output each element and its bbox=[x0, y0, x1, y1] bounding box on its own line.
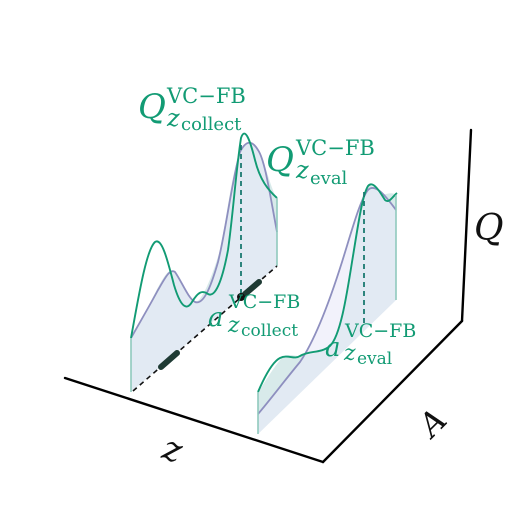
slice-eval bbox=[257, 183, 398, 434]
label-q-collect-subsub: collect bbox=[181, 114, 242, 135]
label-a-collect: a VC−FB z collect bbox=[208, 291, 300, 341]
label-a-eval-base: a bbox=[325, 333, 341, 363]
a-axis-line bbox=[321, 319, 464, 464]
label-q-collect: Q VC−FB z collect bbox=[138, 84, 246, 135]
slice-collect-purple-curve bbox=[130, 141, 278, 339]
slice-eval-green-curve bbox=[257, 183, 398, 393]
label-a-collect-sub: z bbox=[227, 313, 240, 338]
slice-collect-green-curve bbox=[130, 132, 278, 339]
label-q-collect-base: Q bbox=[138, 87, 166, 127]
label-q-eval: Q VC−FB z eval bbox=[266, 136, 375, 189]
label-a-collect-base: a bbox=[208, 303, 224, 333]
axes-frame bbox=[63, 128, 473, 464]
slice-collect-action-dot bbox=[237, 293, 245, 301]
z-axis-label: z bbox=[157, 428, 188, 472]
label-q-eval-subsub: eval bbox=[310, 168, 348, 189]
label-q-eval-sup: VC−FB bbox=[295, 136, 375, 160]
slice-collect-purple-area bbox=[131, 142, 277, 392]
label-q-collect-sub: z bbox=[166, 104, 180, 132]
label-a-eval-sup: VC−FB bbox=[344, 320, 416, 342]
slice-collect-action-marker-2 bbox=[242, 279, 262, 297]
label-a-collect-subsub: collect bbox=[241, 321, 298, 341]
z-axis-line bbox=[63, 376, 325, 464]
slice-collect bbox=[130, 132, 278, 392]
slice-eval-purple-curve bbox=[257, 187, 397, 415]
label-q-collect-sup: VC−FB bbox=[166, 84, 246, 108]
label-a-eval-sub: z bbox=[343, 341, 356, 366]
label-a-collect-sup: VC−FB bbox=[228, 291, 300, 313]
slice-collect-baseline bbox=[132, 265, 278, 392]
label-q-eval-sub: z bbox=[295, 156, 309, 184]
q-axis-label: Q bbox=[474, 208, 504, 249]
a-axis-label: A bbox=[409, 401, 454, 446]
q-axis-line bbox=[460, 128, 473, 323]
label-a-eval: a VC−FB z eval bbox=[325, 320, 416, 369]
label-a-eval-subsub: eval bbox=[357, 349, 392, 369]
label-q-eval-base: Q bbox=[266, 140, 294, 180]
slice-collect-action-marker-1 bbox=[158, 350, 180, 370]
